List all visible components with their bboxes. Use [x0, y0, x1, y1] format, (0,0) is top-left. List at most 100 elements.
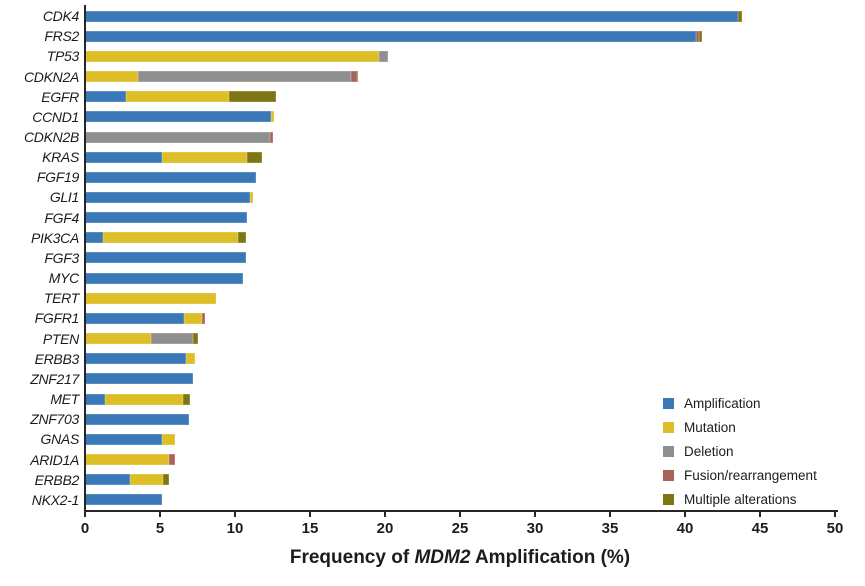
- bar-row: MET: [0, 389, 838, 409]
- x-tick-mark: [609, 512, 611, 517]
- gene-label: CCND1: [32, 108, 79, 125]
- bar-segment-deletion: [85, 131, 270, 143]
- bar-row: MYC: [0, 268, 838, 288]
- x-tick-mark: [159, 512, 161, 517]
- legend-swatch-icon: [663, 397, 674, 409]
- bar-track: [85, 454, 175, 466]
- bar-track: [85, 191, 253, 203]
- bar-track: [85, 413, 189, 425]
- bar-segment-mutation: [271, 111, 274, 123]
- gene-label: FGFR1: [34, 310, 80, 327]
- bar-segment-multiple-alterations: [698, 30, 702, 42]
- x-tick-label: 5: [155, 520, 165, 537]
- legend-label: Deletion: [684, 443, 734, 459]
- bar-row: PTEN: [0, 329, 838, 349]
- x-tick-label: 45: [751, 520, 769, 537]
- bar-segment-mutation: [161, 433, 175, 445]
- gene-label: FGF19: [36, 169, 79, 186]
- bar-segment-fusion-rearrangement: [269, 131, 273, 143]
- legend-swatch-icon: [663, 493, 674, 505]
- bar-segment-multiple-alterations: [182, 393, 190, 405]
- legend-swatch-icon: [663, 421, 674, 433]
- bar-track: [85, 333, 198, 345]
- bar-track: [85, 373, 193, 385]
- bar-segment-amplification: [85, 252, 246, 264]
- bar-track: [85, 50, 388, 62]
- x-tick-label: 20: [376, 520, 394, 537]
- bar-track: [85, 131, 273, 143]
- bar-row: GNAS: [0, 429, 838, 449]
- x-tick-label: 15: [301, 520, 319, 537]
- bar-row: ERBB3: [0, 349, 838, 369]
- gene-label: FGF4: [44, 209, 79, 226]
- gene-label: CDKN2A: [24, 68, 79, 85]
- bar-row: FGFR1: [0, 308, 838, 328]
- legend-item-mutation: Mutation: [663, 415, 817, 439]
- gene-label: ERBB2: [34, 471, 80, 488]
- legend-label: Fusion/rearrangement: [684, 467, 817, 483]
- x-tick-mark: [384, 512, 386, 517]
- bar-track: [85, 272, 243, 284]
- x-tick-mark: [234, 512, 236, 517]
- bar-segment-amplification: [85, 30, 696, 42]
- bar-row: TP53: [0, 46, 838, 66]
- gene-label: MYC: [48, 270, 80, 287]
- x-tick-mark: [309, 512, 311, 517]
- legend-label: Multiple alterations: [684, 491, 797, 507]
- bar-segment-multiple-alterations: [737, 10, 742, 22]
- gene-label: PIK3CA: [31, 229, 79, 246]
- y-axis-line: [84, 5, 86, 512]
- bar-row: GLI1: [0, 187, 838, 207]
- bar-segment-multiple-alterations: [238, 232, 246, 244]
- bar-row: CCND1: [0, 107, 838, 127]
- x-tick-label: 30: [526, 520, 544, 537]
- x-axis-title-prefix: Frequency of: [289, 547, 415, 568]
- bar-segment-deletion: [151, 333, 193, 345]
- bar-track: [85, 212, 247, 224]
- bar-track: [85, 232, 246, 244]
- gene-label: ZNF703: [30, 411, 79, 428]
- bar-track: [85, 10, 742, 22]
- x-tick-mark: [834, 512, 836, 517]
- x-tick-mark: [84, 512, 86, 517]
- bar-row: EGFR: [0, 87, 838, 107]
- bar-track: [85, 30, 702, 42]
- bar-segment-multiple-alterations: [193, 333, 198, 345]
- bar-segment-amplification: [85, 171, 256, 183]
- bar-segment-amplification: [85, 232, 103, 244]
- gene-label: KRAS: [42, 149, 79, 166]
- bar-row: ZNF703: [0, 409, 838, 429]
- bar-segment-deletion: [379, 50, 388, 62]
- bar-segment-mutation: [130, 474, 163, 486]
- bar-segment-mutation: [85, 50, 379, 62]
- bar-rows: CDK4 FRS2 TP53 CDKN2A EGFR CCND1 CDKN2B KRAS FGF…: [0, 6, 838, 510]
- gene-label: ARID1A: [30, 451, 79, 468]
- bar-segment-amplification: [85, 494, 162, 506]
- x-axis-title-gene: MDM2: [414, 547, 471, 568]
- gene-label: FGF3: [44, 249, 79, 266]
- bar-segment-amplification: [85, 474, 130, 486]
- gene-label: PTEN: [42, 330, 79, 347]
- bar-track: [85, 474, 169, 486]
- bar-track: [85, 433, 175, 445]
- x-tick-label: 0: [80, 520, 90, 537]
- gene-label: TERT: [43, 290, 79, 307]
- x-tick-mark: [759, 512, 761, 517]
- bar-track: [85, 111, 274, 123]
- bar-segment-multiple-alterations: [356, 71, 358, 83]
- x-tick-mark: [534, 512, 536, 517]
- bar-segment-amplification: [85, 373, 193, 385]
- legend-item-deletion: Deletion: [663, 439, 817, 463]
- gene-label: FRS2: [44, 28, 79, 45]
- bar-track: [85, 353, 195, 365]
- bar-track: [85, 91, 276, 103]
- bar-track: [85, 71, 358, 83]
- gene-label: GLI1: [49, 189, 79, 206]
- bar-row: CDK4: [0, 6, 838, 26]
- legend-label: Amplification: [684, 395, 761, 411]
- bar-segment-amplification: [85, 353, 186, 365]
- legend-swatch-icon: [663, 469, 674, 481]
- bar-segment-amplification: [85, 413, 189, 425]
- bar-segment-fusion-rearrangement: [695, 30, 699, 42]
